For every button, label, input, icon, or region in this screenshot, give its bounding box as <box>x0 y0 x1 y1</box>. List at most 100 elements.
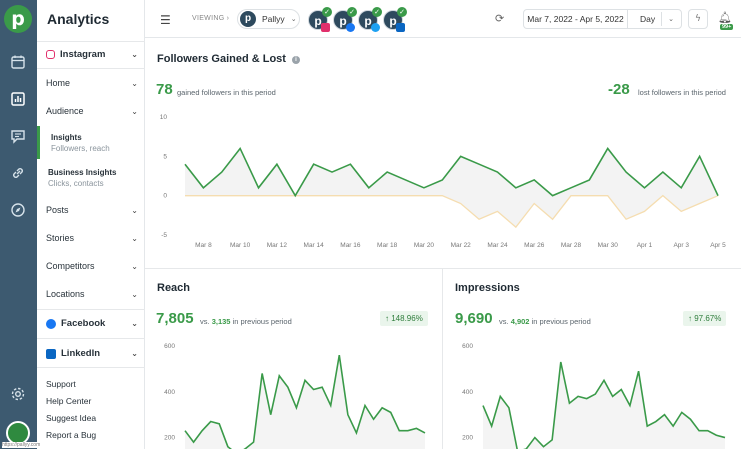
y-tick-label: 400 <box>462 389 473 396</box>
link-icon[interactable] <box>9 164 27 182</box>
help-center-link[interactable]: Help Center <box>46 396 92 406</box>
reach-value: 7,805 <box>156 310 194 327</box>
y-tick-label: 10 <box>160 114 168 121</box>
sidebar-network-instagram[interactable]: Instagram ⌄ <box>46 49 138 60</box>
analytics-sidebar: Analytics Instagram ⌄ Home ⌄ Audience ⌄ In… <box>37 0 145 449</box>
y-tick-label: 200 <box>164 435 175 442</box>
x-tick-label: Mar 14 <box>304 242 325 249</box>
chevron-down-icon: ⌄ <box>131 233 138 243</box>
chevron-down-icon: ⌄ <box>131 106 138 116</box>
calendar-icon[interactable] <box>9 53 27 71</box>
y-tick-label: 200 <box>462 435 473 442</box>
x-tick-label: Mar 18 <box>377 242 398 249</box>
active-indicator <box>37 126 40 159</box>
gained-value: 78 <box>156 81 173 98</box>
account-avatar: p <box>240 11 256 27</box>
x-tick-label: Mar 10 <box>230 242 251 249</box>
y-tick-label: 5 <box>163 153 167 160</box>
lost-value: -28 <box>608 81 630 98</box>
app-rail: p <box>0 0 37 449</box>
chevron-down-icon: ⌄ <box>290 15 297 23</box>
date-range-picker[interactable]: Mar 7, 2022 - Apr 5, 2022 <box>523 9 628 29</box>
account-selector[interactable]: p Pallyy ⌄ <box>237 9 300 29</box>
x-tick-label: Apr 5 <box>710 242 726 249</box>
gained-followers-line <box>184 146 719 198</box>
main-content: Followers Gained & Lost i 78 gained foll… <box>145 38 741 449</box>
profile-facebook[interactable]: p ✓ <box>333 7 357 32</box>
chevron-down-icon: ⌄ <box>131 78 138 88</box>
x-tick-label: Mar 22 <box>451 242 472 249</box>
y-tick-label: -5 <box>161 232 167 239</box>
top-header: ☰ VIEWING › p Pallyy ⌄ p ✓ p ✓ p ✓ p ✓ ⟳ Mar… <box>145 0 741 38</box>
impressions-card-title: Impressions <box>455 282 520 294</box>
sidebar-item-business-insights[interactable]: Business Insights Clicks, contacts <box>48 168 117 188</box>
suggest-idea-link[interactable]: Suggest Idea <box>46 413 97 423</box>
chevron-down-icon: ⌄ <box>131 319 138 328</box>
sidebar-item-competitors[interactable]: Competitors ⌄ <box>46 261 138 271</box>
sidebar-item-home[interactable]: Home ⌄ <box>46 78 138 88</box>
refresh-icon[interactable]: ⟳ <box>495 12 505 25</box>
analytics-icon[interactable] <box>9 90 27 108</box>
instagram-icon <box>321 23 330 32</box>
followers-card-title: Followers Gained & Lost <box>157 53 286 65</box>
y-tick-label: 0 <box>163 193 167 200</box>
bolt-icon[interactable]: ϟ <box>688 9 708 29</box>
check-icon: ✓ <box>347 7 357 17</box>
check-icon: ✓ <box>322 7 332 17</box>
x-tick-label: Mar 20 <box>414 242 435 249</box>
impressions-value: 9,690 <box>455 310 493 327</box>
chevron-down-icon: ⌄ <box>131 205 138 215</box>
check-icon: ✓ <box>372 7 382 17</box>
bell-icon[interactable]: 🔔︎ <box>718 11 732 24</box>
profile-twitter[interactable]: p ✓ <box>358 7 382 32</box>
x-tick-label: Mar 30 <box>598 242 619 249</box>
impressions-vs: vs. 4,902 in previous period <box>499 317 591 326</box>
y-tick-label: 600 <box>164 343 175 350</box>
profile-instagram[interactable]: p ✓ <box>308 7 332 32</box>
user-avatar[interactable] <box>6 421 30 445</box>
sidebar-item-insights[interactable]: Insights Followers, reach <box>51 133 110 153</box>
status-url: https://pallyy.com <box>2 442 41 448</box>
x-tick-label: Mar 28 <box>561 242 582 249</box>
sidebar-item-locations[interactable]: Locations ⌄ <box>46 289 138 299</box>
linkedin-icon <box>46 348 56 359</box>
menu-icon[interactable]: ☰ <box>160 13 171 27</box>
x-tick-label: Mar 8 <box>195 242 212 249</box>
series-area <box>483 362 725 449</box>
impressions-change-badge: ↑ 97.67% <box>683 311 727 326</box>
chevron-down-icon: ⌄ <box>131 50 138 59</box>
followers-chart: 10 5 0 -5 Mar 8 Mar 10 Mar 12 Mar 14 Mar 16 Mar 1… <box>160 114 726 249</box>
linkedin-icon <box>396 23 405 32</box>
report-bug-link[interactable]: Report a Bug <box>46 430 97 440</box>
viewing-label: VIEWING › <box>192 15 230 22</box>
chevron-down-icon: ⌄ <box>131 261 138 271</box>
sidebar-network-linkedin[interactable]: LinkedIn ⌄ <box>46 348 138 359</box>
pallyy-logo[interactable]: p <box>4 5 32 33</box>
facebook-icon <box>46 318 56 329</box>
x-tick-label: Apr 3 <box>673 242 689 249</box>
compass-icon[interactable] <box>9 201 27 219</box>
sidebar-item-stories[interactable]: Stories ⌄ <box>46 233 138 243</box>
chevron-down-icon: ⌄ <box>131 289 138 299</box>
info-icon[interactable]: i <box>292 56 300 64</box>
y-tick-label: 600 <box>462 343 473 350</box>
impressions-chart: 600 400 200 <box>462 343 726 449</box>
series-line <box>184 355 426 449</box>
sidebar-item-posts[interactable]: Posts ⌄ <box>46 205 138 215</box>
x-tick-label: Mar 16 <box>340 242 361 249</box>
series-line <box>482 361 726 449</box>
messages-icon[interactable] <box>9 127 27 145</box>
support-link[interactable]: Support <box>46 379 76 389</box>
x-tick-label: Mar 26 <box>524 242 545 249</box>
settings-icon[interactable] <box>9 385 27 403</box>
sidebar-network-facebook[interactable]: Facebook ⌄ <box>46 318 138 329</box>
profile-linkedin[interactable]: p ✓ <box>383 7 407 32</box>
check-icon: ✓ <box>397 7 407 17</box>
facebook-icon <box>346 23 355 32</box>
series-area <box>185 355 425 449</box>
period-select[interactable]: Day ⌄ <box>627 9 682 29</box>
sidebar-item-audience[interactable]: Audience ⌄ <box>46 106 138 116</box>
notification-badge: 99+ <box>720 24 734 30</box>
x-tick-label: Apr 1 <box>637 242 653 249</box>
gain-loss-area <box>185 148 718 228</box>
